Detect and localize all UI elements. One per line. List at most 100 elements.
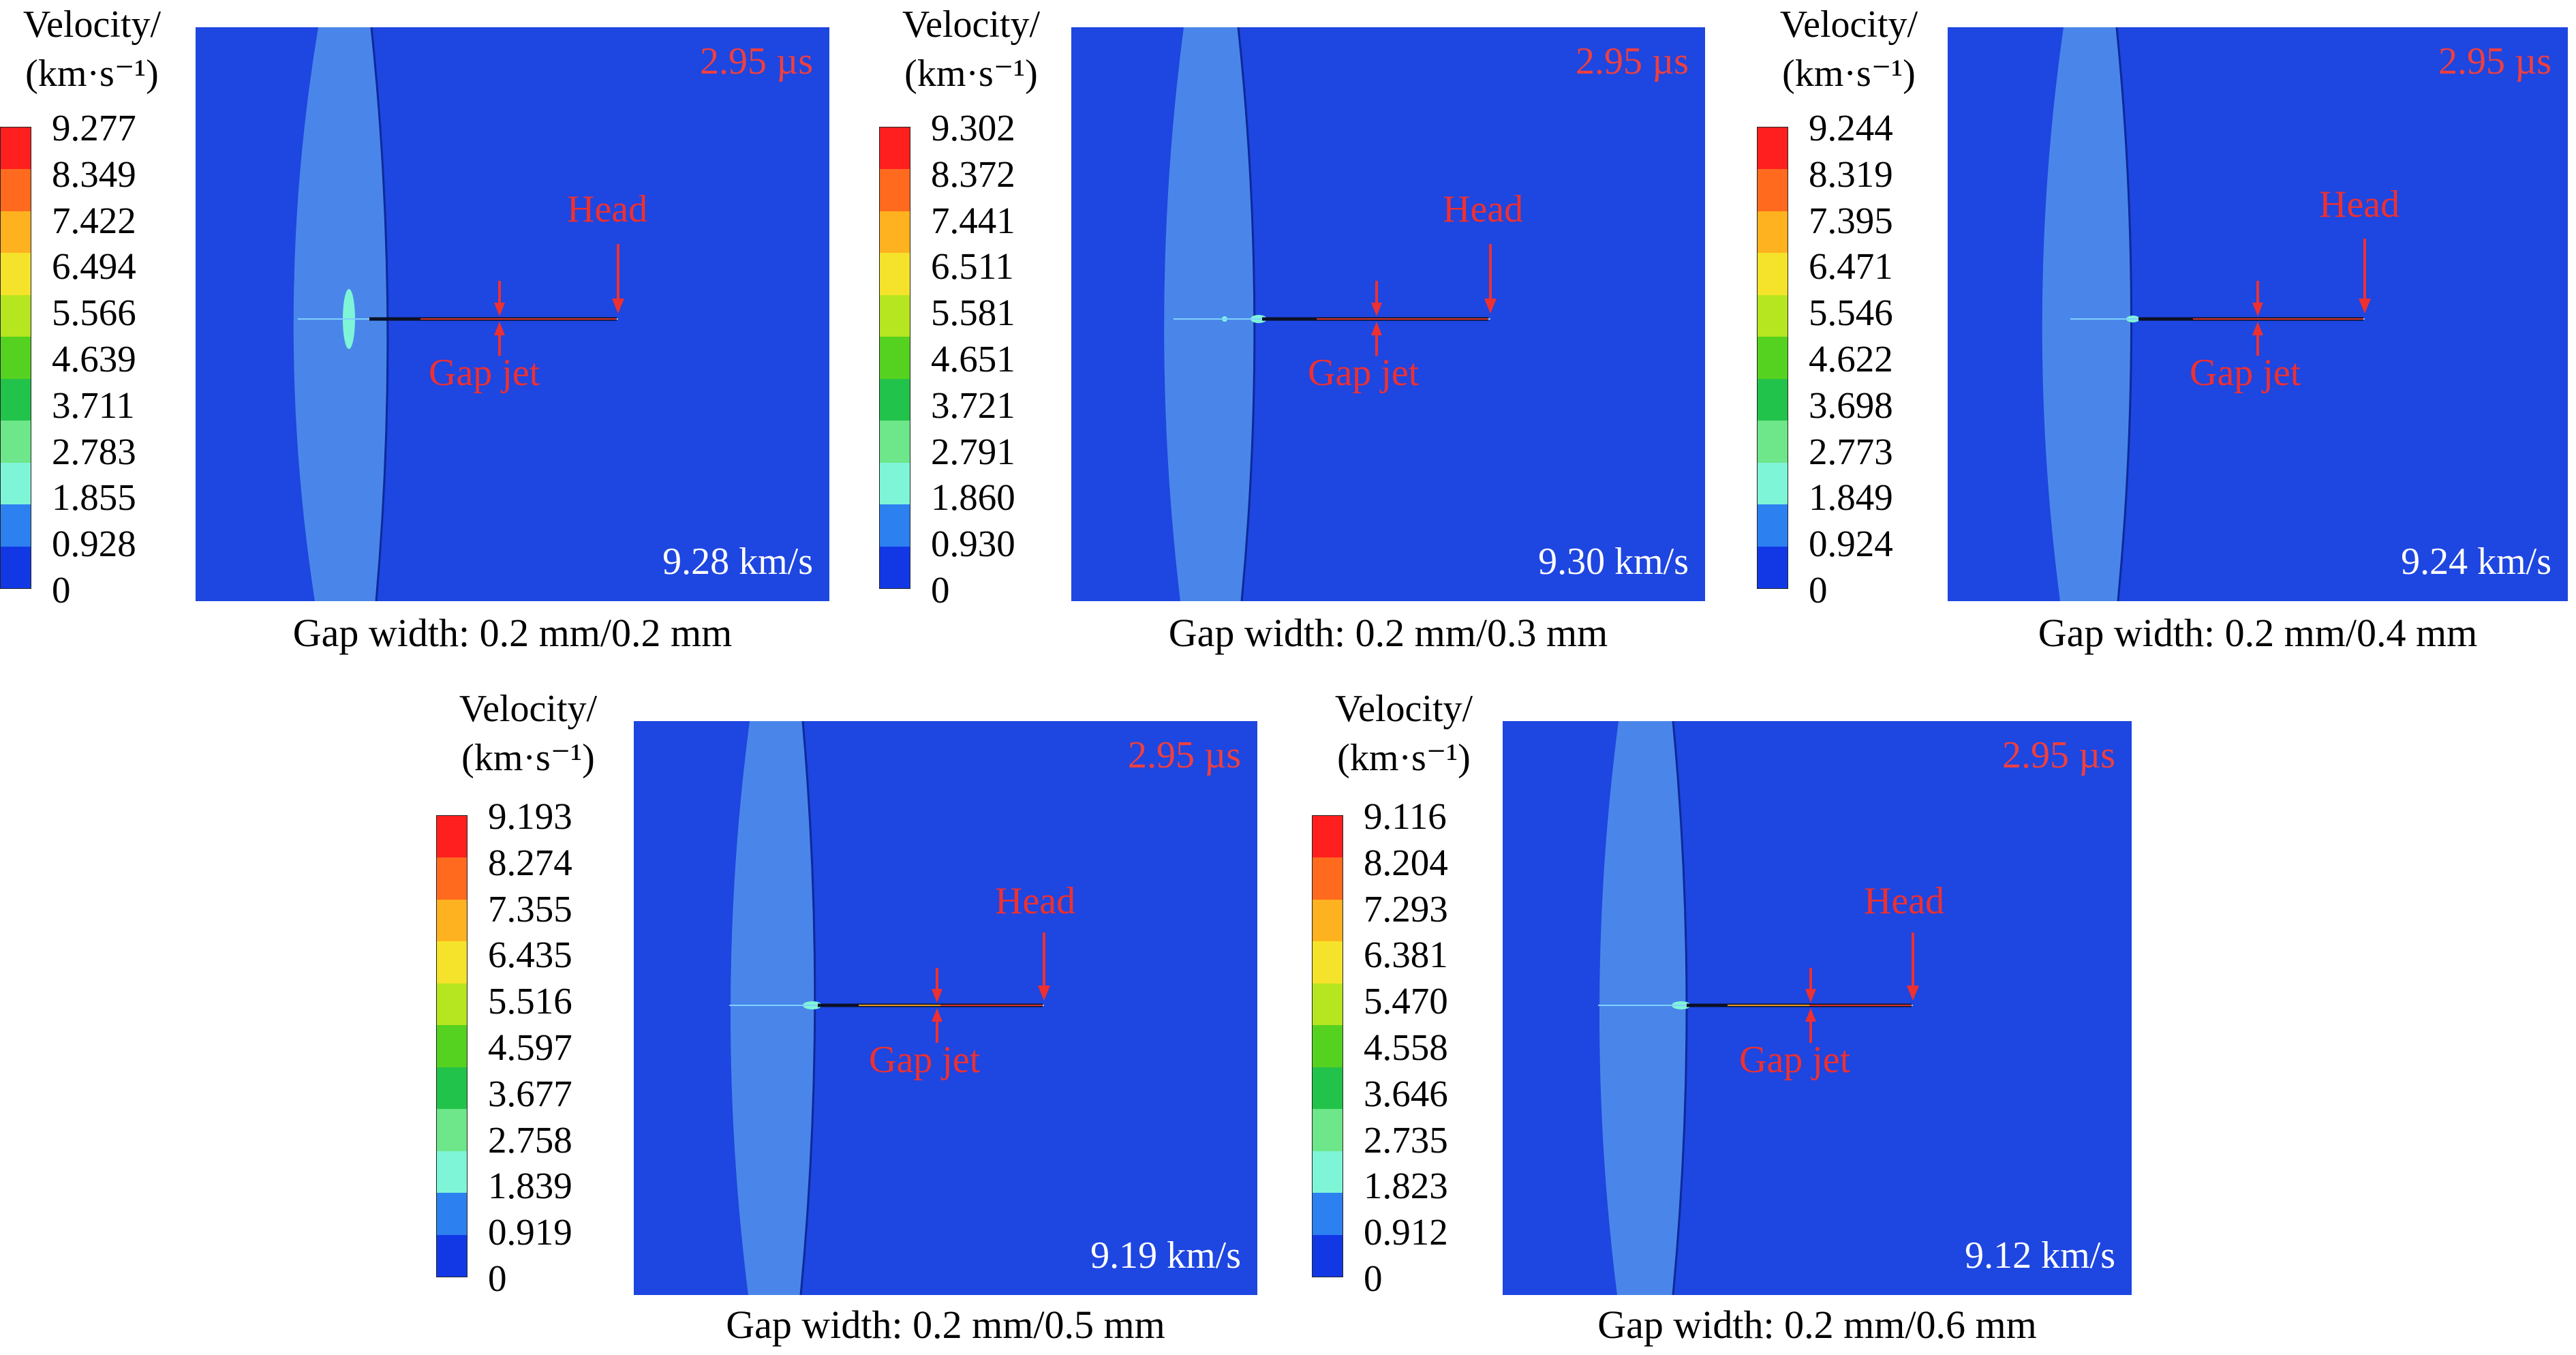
jet-velocity-label: 9.28 km/s bbox=[662, 541, 813, 583]
colorbar-band bbox=[880, 127, 910, 170]
tick-label: 2.773 bbox=[1809, 430, 1893, 472]
tick-label: 0.924 bbox=[1809, 523, 1893, 565]
legend-title-line2: (km·s⁻¹) bbox=[904, 52, 1038, 95]
gap-jet-label: Gap jet bbox=[2190, 352, 2301, 394]
tick-label: 1.849 bbox=[1809, 476, 1893, 519]
contour-svg bbox=[729, 721, 1050, 1295]
colorbar-band bbox=[1313, 1109, 1343, 1151]
gap-jet-label: Gap jet bbox=[1308, 352, 1420, 394]
tick-label: 9.193 bbox=[488, 795, 572, 837]
colorbar-band bbox=[1758, 127, 1788, 170]
legend-title: Velocity/ (km·s⁻¹) bbox=[436, 684, 620, 782]
colorbar-band bbox=[1313, 1193, 1343, 1235]
tick-label: 9.116 bbox=[1364, 795, 1447, 837]
time-label: 2.95 µs bbox=[2002, 734, 2115, 776]
head-label: Head bbox=[1864, 880, 1945, 922]
colorbar bbox=[1312, 815, 1343, 1277]
contour-svg bbox=[1164, 27, 1497, 601]
tick-label: 1.839 bbox=[488, 1165, 572, 1207]
tick-label: 4.651 bbox=[931, 338, 1015, 380]
shock-front bbox=[1599, 721, 1687, 1295]
colorbar-band bbox=[437, 1151, 467, 1193]
caption: Gap width: 0.2 mm/0.5 mm bbox=[726, 1303, 1165, 1347]
tick-label: 2.758 bbox=[488, 1118, 572, 1161]
colorbar-band bbox=[1, 421, 31, 463]
tick-label: 9.277 bbox=[52, 107, 136, 149]
tick-label: 2.783 bbox=[52, 430, 136, 472]
legend-title-line2: (km·s⁻¹) bbox=[1782, 52, 1916, 95]
colorbar bbox=[879, 127, 910, 589]
colorbar bbox=[1757, 127, 1788, 589]
colorbar-band bbox=[1, 546, 31, 588]
legend-title: Velocity/ (km·s⁻¹) bbox=[0, 0, 184, 98]
gap-jet-label: Gap jet bbox=[1739, 1039, 1851, 1081]
legend-title: Velocity/ (km·s⁻¹) bbox=[1312, 684, 1496, 782]
contour-svg bbox=[1598, 721, 1919, 1295]
tick-label: 8.319 bbox=[1809, 153, 1893, 195]
tick-label: 7.355 bbox=[488, 887, 572, 930]
time-label: 2.95 µs bbox=[699, 40, 813, 82]
caption: Gap width: 0.2 mm/0.6 mm bbox=[1597, 1303, 2037, 1347]
tick-label: 4.639 bbox=[52, 338, 136, 380]
colorbar-band bbox=[880, 504, 910, 547]
gap-jet-label: Gap jet bbox=[429, 352, 540, 394]
tick-label: 0.912 bbox=[1364, 1211, 1448, 1253]
caption: Gap width: 0.2 mm/0.4 mm bbox=[2038, 611, 2478, 655]
colorbar-band bbox=[1758, 294, 1788, 337]
legend-title-line2: (km·s⁻¹) bbox=[25, 52, 159, 95]
tick-label: 0 bbox=[52, 569, 71, 611]
colorbar-band bbox=[1, 253, 31, 295]
velocity-contour-plot: 2.95 µs Head Gap jet 9.24 km/s bbox=[1948, 27, 2568, 601]
contour-svg bbox=[293, 27, 624, 601]
jet-velocity-label: 9.19 km/s bbox=[1090, 1234, 1241, 1277]
legend-title-line1: Velocity/ bbox=[1779, 3, 1918, 46]
colorbar-band bbox=[1313, 857, 1343, 900]
tick-label: 9.244 bbox=[1809, 107, 1893, 149]
tick-label: 8.204 bbox=[1364, 841, 1448, 883]
tick-label: 0 bbox=[488, 1258, 507, 1299]
colorbar-band bbox=[1313, 1234, 1343, 1277]
colorbar bbox=[0, 127, 31, 589]
tick-label: 5.581 bbox=[931, 292, 1015, 334]
tick-label: 3.698 bbox=[1809, 384, 1893, 426]
tick-label: 7.422 bbox=[52, 199, 136, 241]
legend-title-line1: Velocity/ bbox=[1334, 688, 1473, 730]
legend-title-line2: (km·s⁻¹) bbox=[1337, 737, 1471, 779]
tick-label: 3.646 bbox=[1364, 1072, 1448, 1114]
jet-velocity-label: 9.24 km/s bbox=[2401, 541, 2551, 583]
tick-label: 7.293 bbox=[1364, 887, 1448, 930]
colorbar-band bbox=[1313, 1151, 1343, 1193]
colorbar-band bbox=[1758, 169, 1788, 211]
colorbar-band bbox=[1, 294, 31, 337]
colorbar-band bbox=[1758, 421, 1788, 463]
time-label: 2.95 µs bbox=[1575, 40, 1689, 82]
tick-label: 4.622 bbox=[1809, 338, 1893, 380]
head-label: Head bbox=[1443, 188, 1524, 230]
colorbar-band bbox=[437, 941, 467, 984]
caption: Gap width: 0.2 mm/0.2 mm bbox=[292, 611, 733, 655]
tick-label: 7.441 bbox=[931, 199, 1015, 241]
colorbar-band bbox=[1, 211, 31, 254]
shock-front bbox=[1164, 27, 1255, 601]
colorbar-band bbox=[880, 378, 910, 421]
colorbar-band bbox=[880, 337, 910, 379]
colorbar-band bbox=[1758, 253, 1788, 295]
colorbar-band bbox=[437, 816, 467, 858]
colorbar bbox=[436, 815, 467, 1277]
colorbar-band bbox=[880, 294, 910, 337]
colorbar-band bbox=[437, 857, 467, 900]
tick-label: 4.597 bbox=[488, 1026, 572, 1068]
colorbar-band bbox=[1, 378, 31, 421]
colorbar-band bbox=[1313, 1025, 1343, 1067]
colorbar-band bbox=[880, 462, 910, 505]
jet-velocity-label: 9.30 km/s bbox=[1538, 541, 1689, 583]
colorbar-band bbox=[437, 1193, 467, 1235]
colorbar-band bbox=[1313, 983, 1343, 1026]
legend-title-line1: Velocity/ bbox=[22, 3, 162, 46]
colorbar-band bbox=[1, 127, 31, 170]
tick-label: 6.471 bbox=[1809, 245, 1893, 288]
tick-label: 0.928 bbox=[52, 523, 136, 565]
shock-front bbox=[2042, 27, 2132, 601]
jet-velocity-label: 9.12 km/s bbox=[1965, 1234, 2115, 1277]
colorbar-band bbox=[437, 1109, 467, 1151]
